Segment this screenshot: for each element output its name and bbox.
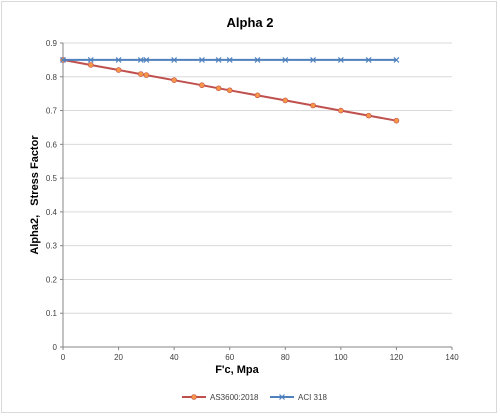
- x-tick-label: 120: [390, 353, 404, 362]
- data-point-stroke: [254, 56, 261, 63]
- data-point: [143, 56, 150, 63]
- legend-item: ACI 318: [270, 393, 327, 402]
- legend-label: AS3600:2018: [210, 393, 259, 402]
- data-point: [137, 56, 144, 63]
- x-tick-label: 80: [281, 353, 290, 362]
- data-point: [87, 62, 94, 68]
- data-point: [393, 56, 400, 63]
- data-point: [226, 87, 233, 94]
- data-point: [171, 77, 177, 83]
- series-group: [60, 56, 400, 124]
- data-point: [87, 56, 94, 63]
- data-point-stroke: [226, 56, 233, 63]
- data-point: [215, 85, 222, 92]
- data-point: [171, 56, 178, 63]
- data-point-stroke: [310, 56, 316, 63]
- data-point-stroke: [337, 56, 344, 63]
- data-point-stroke: [199, 56, 205, 63]
- data-point: [199, 56, 205, 63]
- data-point-stroke: [87, 56, 94, 63]
- data-point: [254, 56, 261, 63]
- series-as3600: [60, 57, 400, 124]
- legend-marker: [191, 394, 197, 400]
- y-tick-label: 0.8: [46, 73, 58, 82]
- x-tick-label: 140: [445, 353, 459, 362]
- x-tick-label: 0: [61, 353, 66, 362]
- legend-label: ACI 318: [298, 393, 327, 402]
- data-point-stroke: [137, 56, 144, 63]
- x-tick-label: 60: [225, 353, 234, 362]
- x-tick-label: 20: [114, 353, 123, 362]
- legend-item: AS3600:2018: [182, 393, 259, 402]
- data-point-stroke: [215, 56, 222, 63]
- y-tick-label: 0.9: [46, 39, 58, 48]
- data-point-stroke: [282, 56, 289, 63]
- y-tick-label: 0.3: [46, 242, 58, 251]
- data-point: [282, 97, 289, 104]
- y-tick-label: 0: [53, 343, 58, 352]
- data-point-stroke: [115, 56, 122, 63]
- y-tick-label: 0.7: [46, 107, 58, 116]
- data-point-stroke: [365, 56, 372, 63]
- data-point: [310, 102, 316, 109]
- data-point-stroke: [60, 56, 66, 63]
- data-point: [393, 117, 400, 124]
- x-tick-label: 40: [170, 353, 179, 362]
- data-point: [365, 112, 372, 119]
- data-point: [138, 71, 144, 77]
- y-tick-label: 0.4: [46, 208, 58, 217]
- chart-title: Alpha 2: [227, 15, 274, 30]
- x-tick-label: 100: [334, 353, 348, 362]
- data-point: [60, 56, 66, 63]
- series-aci318: [60, 56, 400, 63]
- data-point: [199, 82, 205, 89]
- y-tick-label: 0.5: [46, 174, 58, 183]
- data-point: [282, 56, 289, 63]
- x-tick-labels: 0 20 40 60 80 100 120 140: [61, 353, 459, 362]
- legend: AS3600:2018 ACI 318: [182, 393, 327, 402]
- y-tick-label: 0.1: [46, 309, 58, 318]
- data-point: [115, 56, 122, 63]
- y-axis-label: Alpha2, Stress Factor: [29, 135, 41, 255]
- data-point-stroke: [393, 56, 400, 63]
- y-tick-label: 0.6: [46, 140, 58, 149]
- data-point-stroke: [143, 56, 150, 63]
- data-point: [215, 56, 222, 63]
- data-point-stroke: [171, 56, 178, 63]
- x-axis-label: F'c, Mpa: [215, 364, 259, 376]
- data-point: [310, 56, 316, 63]
- data-point: [226, 56, 233, 63]
- data-point: [338, 107, 344, 114]
- axes: [60, 42, 453, 350]
- data-point: [115, 67, 122, 73]
- data-point: [143, 72, 150, 78]
- data-point: [337, 56, 344, 63]
- grid-lines: [63, 42, 452, 314]
- y-tick-labels: 0 0.1 0.2 0.3 0.4 0.5 0.6 0.7 0.8 0.9: [46, 39, 58, 352]
- y-tick-label: 0.2: [46, 275, 58, 284]
- legend-marker: [279, 394, 285, 400]
- data-point: [254, 92, 261, 99]
- data-point: [365, 56, 372, 63]
